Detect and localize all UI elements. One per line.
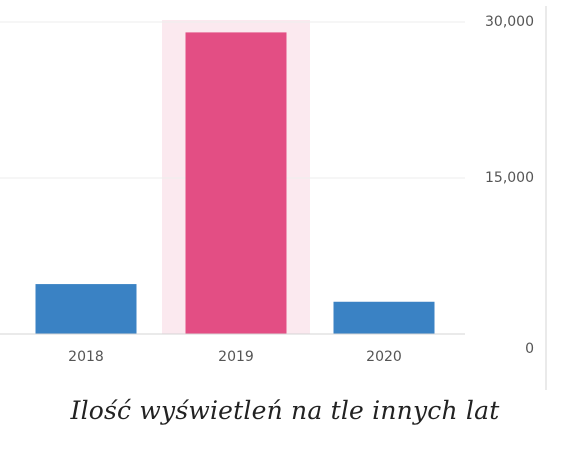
bar-chart: 2018 2019 2020 0 15,000 30,000 xyxy=(0,6,547,390)
x-tick-label: 2020 xyxy=(366,349,402,365)
x-tick-labels: 2018 2019 2020 xyxy=(68,349,402,365)
x-tick-label: 2019 xyxy=(218,349,254,365)
y-tick-label: 0 xyxy=(525,341,534,357)
x-tick-label: 2018 xyxy=(68,349,104,365)
bar-2020[interactable] xyxy=(333,301,435,334)
y-tick-label: 15,000 xyxy=(485,170,534,186)
bar-2018[interactable] xyxy=(35,284,137,334)
y-tick-labels: 0 15,000 30,000 xyxy=(485,14,534,357)
bar-2019[interactable] xyxy=(185,32,287,335)
chart-caption: Ilość wyświetleń na tle innych lat xyxy=(70,396,500,425)
bars xyxy=(35,32,435,335)
y-tick-label: 30,000 xyxy=(485,14,534,30)
